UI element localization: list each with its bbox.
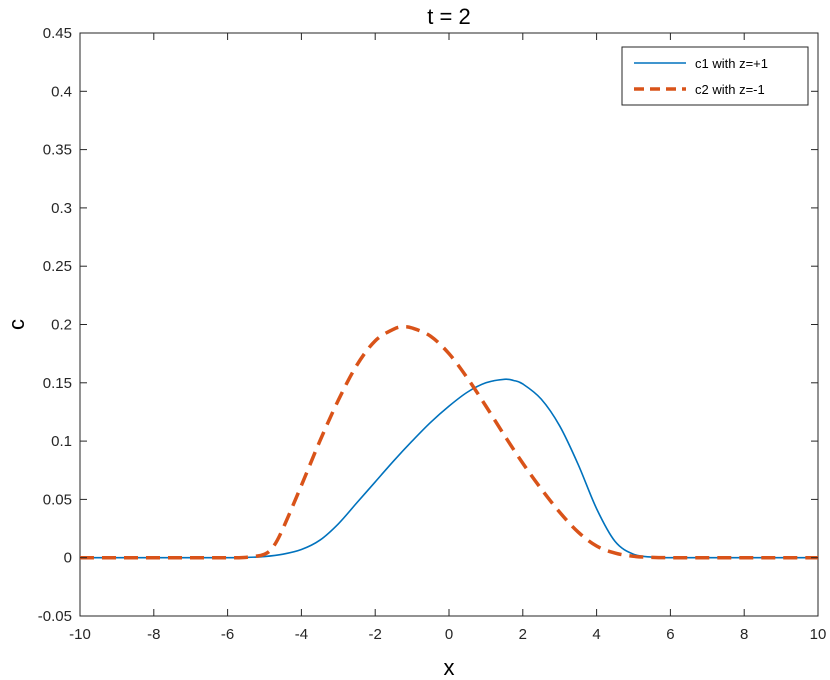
plot-frame: [79, 32, 819, 617]
x-tick-label: 8: [740, 626, 748, 643]
y-tick-label: 0.2: [51, 317, 72, 334]
x-tick-label: -10: [69, 626, 91, 643]
y-tick-label: 0: [64, 550, 72, 567]
x-tick-label: -8: [147, 626, 160, 643]
x-tick-label: 2: [519, 626, 527, 643]
x-tick-label: -6: [221, 626, 234, 643]
x-tick-label: 6: [666, 626, 674, 643]
y-tick-label: 0.35: [43, 142, 72, 159]
x-tick-label: -2: [369, 626, 382, 643]
tick-layer: -10 -8 -6 -4 -2 0 2 4 6 8 10 -0.05 0 0.05 0.1 0.15 0.2 0.…: [38, 25, 827, 643]
y-tick-label: 0.45: [43, 25, 72, 42]
x-axis-title: x: [444, 655, 455, 680]
y-tick-label: -0.05: [38, 608, 72, 625]
legend-box: [621, 46, 809, 106]
series-layer: [80, 324, 818, 560]
plot-area: [79, 32, 819, 617]
x-tick-label: 4: [592, 626, 600, 643]
y-tick-label: 0.05: [43, 491, 72, 508]
x-tick-label: -4: [295, 626, 308, 643]
y-axis-title: c: [4, 319, 29, 330]
legend-label-2: c2 with z=-1: [695, 82, 765, 97]
legend: c1 with z=+1 c2 with z=-1: [621, 46, 809, 106]
y-tick-label: 0.15: [43, 375, 72, 392]
y-tick-label: 0.3: [51, 200, 72, 217]
chart-title: t = 2: [427, 4, 470, 29]
y-tick-label: 0.25: [43, 258, 72, 275]
y-tick-label: 0.4: [51, 83, 72, 100]
x-tick-label: 10: [810, 626, 827, 643]
series-line-2: [80, 324, 818, 560]
x-tick-label: 0: [445, 626, 453, 643]
y-tick-label: 0.1: [51, 433, 72, 450]
legend-label-1: c1 with z=+1: [695, 56, 768, 71]
